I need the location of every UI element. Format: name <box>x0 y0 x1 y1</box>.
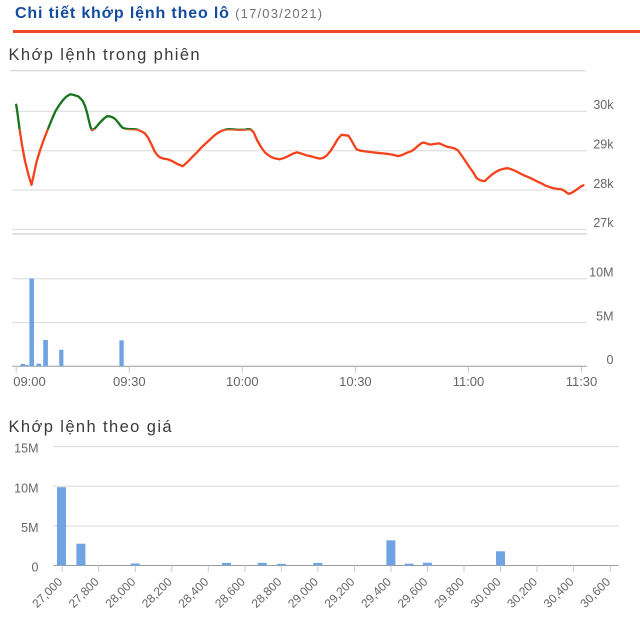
svg-text:10:00: 10:00 <box>226 374 259 389</box>
svg-text:15M: 15M <box>14 442 38 456</box>
svg-text:27,800: 27,800 <box>66 574 102 610</box>
svg-text:28,400: 28,400 <box>175 574 211 610</box>
svg-text:28,800: 28,800 <box>249 574 285 610</box>
svg-text:29,800: 29,800 <box>431 574 467 610</box>
svg-text:09:00: 09:00 <box>13 374 46 389</box>
svg-text:10M: 10M <box>14 481 38 495</box>
svg-text:10M: 10M <box>589 266 613 280</box>
svg-text:30,400: 30,400 <box>541 574 577 610</box>
svg-text:28,600: 28,600 <box>212 574 248 610</box>
svg-text:11:00: 11:00 <box>453 374 485 389</box>
svg-text:30,000: 30,000 <box>468 574 504 610</box>
svg-text:30k: 30k <box>593 98 614 112</box>
svg-text:5M: 5M <box>21 521 38 535</box>
svg-text:11:30: 11:30 <box>566 374 598 389</box>
svg-text:27,000: 27,000 <box>29 574 65 610</box>
svg-text:09:30: 09:30 <box>113 374 146 389</box>
svg-text:28,200: 28,200 <box>139 574 175 610</box>
svg-text:30,600: 30,600 <box>577 574 613 610</box>
svg-text:0: 0 <box>607 353 614 367</box>
svg-text:29,000: 29,000 <box>285 574 321 610</box>
svg-text:29,400: 29,400 <box>358 574 394 610</box>
svg-text:10:30: 10:30 <box>339 374 372 389</box>
svg-text:30,200: 30,200 <box>504 574 540 610</box>
svg-text:28k: 28k <box>593 177 614 191</box>
svg-text:29k: 29k <box>593 138 614 152</box>
svg-text:27k: 27k <box>593 216 614 230</box>
svg-text:29,200: 29,200 <box>322 574 358 610</box>
svg-text:5M: 5M <box>596 309 613 323</box>
svg-text:0: 0 <box>32 561 39 575</box>
svg-text:29,600: 29,600 <box>395 574 431 610</box>
svg-text:28,000: 28,000 <box>102 574 138 610</box>
